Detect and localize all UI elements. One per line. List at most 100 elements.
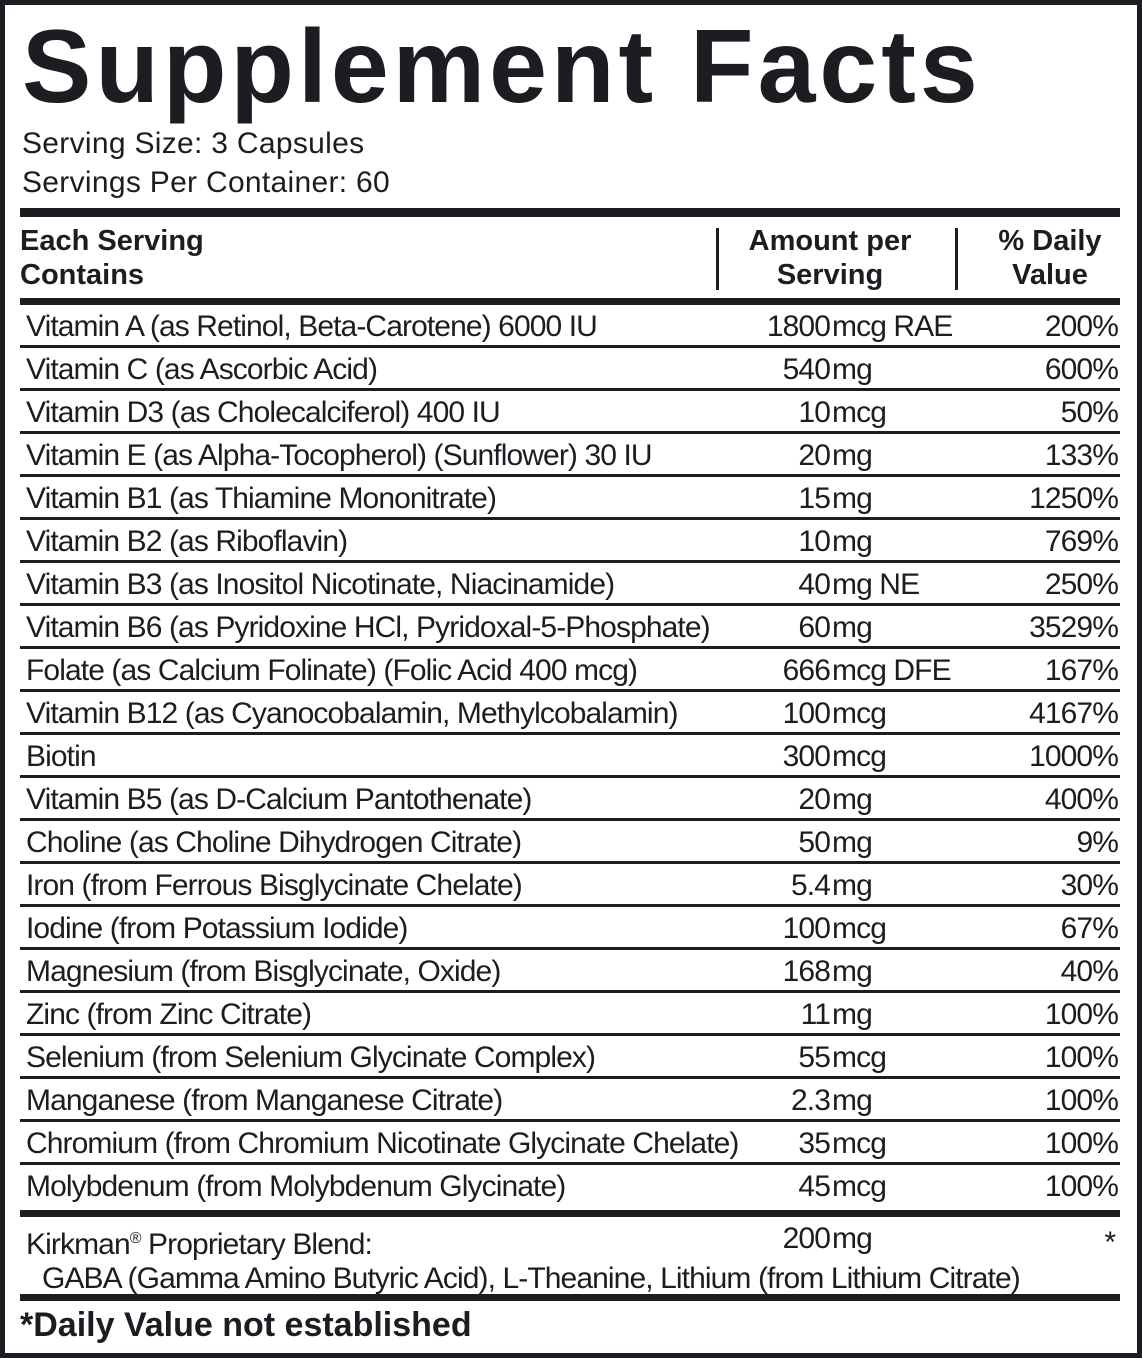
amount-value: 45 <box>798 1170 830 1203</box>
daily-value: 9% <box>1076 826 1118 859</box>
nutrient-row: Vitamin B6 (as Pyridoxine HCl, Pyridoxal… <box>20 606 1120 649</box>
amount-unit: mg <box>832 998 873 1031</box>
nutrient-name: Vitamin E (as Alpha-Tocopherol) (Sunflow… <box>26 439 653 472</box>
nutrient-name: Folate (as Calcium Folinate) (Folic Acid… <box>26 654 638 687</box>
nutrient-name: Molybdenum (from Molybdenum Glycinate) <box>26 1170 566 1203</box>
amount-value: 168 <box>782 955 831 988</box>
daily-value: 400% <box>1044 783 1119 816</box>
amount-value: 5.4 <box>790 869 831 902</box>
nutrient-row: Biotin 300 mcg 1000% <box>20 735 1120 778</box>
blend-amount: 200 <box>782 1222 831 1255</box>
nutrient-name: Vitamin C (as Ascorbic Acid) <box>26 353 378 386</box>
amount-value: 20 <box>798 439 830 472</box>
amount-value: 11 <box>800 998 831 1031</box>
amount-value: 40 <box>798 568 830 601</box>
nutrient-name: Vitamin B3 (as Inositol Nicotinate, Niac… <box>26 568 615 601</box>
daily-value: 100% <box>1044 1084 1119 1117</box>
daily-value: 167% <box>1044 654 1119 687</box>
proprietary-blend: Kirkman® Proprietary Blend: GABA (Gamma … <box>26 1228 1021 1295</box>
daily-value: 1250% <box>1029 482 1119 515</box>
nutrient-row: Vitamin B12 (as Cyanocobalamin, Methylco… <box>20 692 1120 735</box>
nutrient-name: Manganese (from Manganese Citrate) <box>26 1084 503 1117</box>
nutrient-row: Magnesium (from Bisglycinate, Oxide) 168 m… <box>20 950 1120 993</box>
amount-value: 100 <box>782 697 831 730</box>
amount-value: 35 <box>798 1127 830 1160</box>
amount-value: 15 <box>798 482 830 515</box>
nutrient-name: Iodine (from Potassium Iodide) <box>26 912 408 945</box>
divider-thick <box>20 298 1120 305</box>
nutrient-row: Vitamin B2 (as Riboflavin) 10 mg 769% <box>20 520 1120 563</box>
amount-unit: mg <box>832 826 873 859</box>
daily-value: 133% <box>1044 439 1119 472</box>
serving-size: Serving Size: 3 Capsules <box>22 127 365 160</box>
amount-unit: mg <box>832 611 873 644</box>
amount-unit: mg <box>832 439 873 472</box>
daily-value: 4167% <box>1029 697 1119 730</box>
divider-thick <box>20 208 1120 217</box>
amount-value: 10 <box>798 396 830 429</box>
nutrient-name: Vitamin B6 (as Pyridoxine HCl, Pyridoxal… <box>26 611 711 644</box>
amount-unit: mg <box>832 955 873 988</box>
daily-value: 1000% <box>1029 740 1119 773</box>
nutrient-row: Selenium (from Selenium Glycinate Comple… <box>20 1036 1120 1079</box>
servings-per-container: Servings Per Container: 60 <box>22 166 390 199</box>
amount-unit: mg <box>832 525 873 558</box>
blend-dv: * <box>1104 1226 1116 1259</box>
nutrient-row: Iodine (from Potassium Iodide) 100 mcg 67% <box>20 907 1120 950</box>
amount-unit: mcg DFE <box>832 654 952 687</box>
nutrient-row: Iron (from Ferrous Bisglycinate Chelate)… <box>20 864 1120 907</box>
nutrient-name: Iron (from Ferrous Bisglycinate Chelate) <box>26 869 523 902</box>
daily-value: 100% <box>1044 1170 1119 1203</box>
amount-unit: mg <box>832 783 873 816</box>
amount-value: 50 <box>798 826 830 859</box>
amount-value: 300 <box>782 740 831 773</box>
daily-value: 250% <box>1044 568 1119 601</box>
header-amount: Amount per Serving <box>748 225 912 291</box>
amount-unit: mcg <box>832 697 887 730</box>
nutrient-name: Vitamin B1 (as Thiamine Mononitrate) <box>26 482 497 515</box>
daily-value: 200% <box>1044 310 1119 343</box>
amount-unit: mg <box>832 869 873 902</box>
amount-value: 100 <box>782 912 831 945</box>
amount-unit: mg NE <box>832 568 920 601</box>
amount-value: 540 <box>782 353 831 386</box>
nutrient-row: Vitamin B1 (as Thiamine Mononitrate) 15 mg… <box>20 477 1120 520</box>
nutrient-name: Vitamin A (as Retinol, Beta-Carotene) 60… <box>26 310 598 343</box>
header-separator <box>955 228 958 290</box>
amount-unit: mcg <box>832 1127 887 1160</box>
amount-value: 55 <box>798 1041 830 1074</box>
nutrient-name: Chromium (from Chromium Nicotinate Glyci… <box>26 1127 739 1160</box>
amount-unit: mcg <box>832 1041 887 1074</box>
daily-value: 600% <box>1044 353 1119 386</box>
nutrient-name: Biotin <box>26 740 97 773</box>
nutrient-name: Selenium (from Selenium Glycinate Comple… <box>26 1041 596 1074</box>
divider-thick <box>20 1210 1120 1217</box>
nutrient-name: Zinc (from Zinc Citrate) <box>26 998 312 1031</box>
amount-unit: mcg RAE <box>832 310 953 343</box>
nutrient-row: Vitamin D3 (as Cholecalciferol) 400 IU 10… <box>20 391 1120 434</box>
header-separator <box>716 228 719 290</box>
nutrient-name: Vitamin D3 (as Cholecalciferol) 400 IU <box>26 396 501 429</box>
daily-value: 3529% <box>1029 611 1119 644</box>
nutrient-name: Choline (as Choline Dihydrogen Citrate) <box>26 826 522 859</box>
daily-value: 100% <box>1044 1127 1119 1160</box>
nutrient-row: Choline (as Choline Dihydrogen Citrate) 5… <box>20 821 1120 864</box>
daily-value: 50% <box>1060 396 1119 429</box>
daily-value: 30% <box>1060 869 1119 902</box>
nutrient-row: Manganese (from Manganese Citrate) 2.3 mg 1… <box>20 1079 1120 1122</box>
amount-value: 10 <box>798 525 830 558</box>
amount-value: 1800 <box>766 310 831 343</box>
daily-value: 40% <box>1060 955 1119 988</box>
amount-unit: mcg <box>832 1170 887 1203</box>
nutrient-row: Vitamin A (as Retinol, Beta-Carotene) 60… <box>20 305 1120 348</box>
nutrient-row: Vitamin E (as Alpha-Tocopherol) (Sunflow… <box>20 434 1120 477</box>
nutrient-name: Magnesium (from Bisglycinate, Oxide) <box>26 955 501 988</box>
blend-ingredients: GABA (Gamma Amino Butyric Acid), L-Thean… <box>42 1262 1021 1295</box>
nutrient-name: Vitamin B5 (as D-Calcium Pantothenate) <box>26 783 532 816</box>
nutrient-row: Folate (as Calcium Folinate) (Folic Acid… <box>20 649 1120 692</box>
amount-unit: mg <box>832 482 873 515</box>
footnote: *Daily Value not established <box>20 1306 472 1344</box>
nutrient-row: Molybdenum (from Molybdenum Glycinate) 45… <box>20 1165 1120 1208</box>
blend-unit: mg <box>832 1222 873 1255</box>
